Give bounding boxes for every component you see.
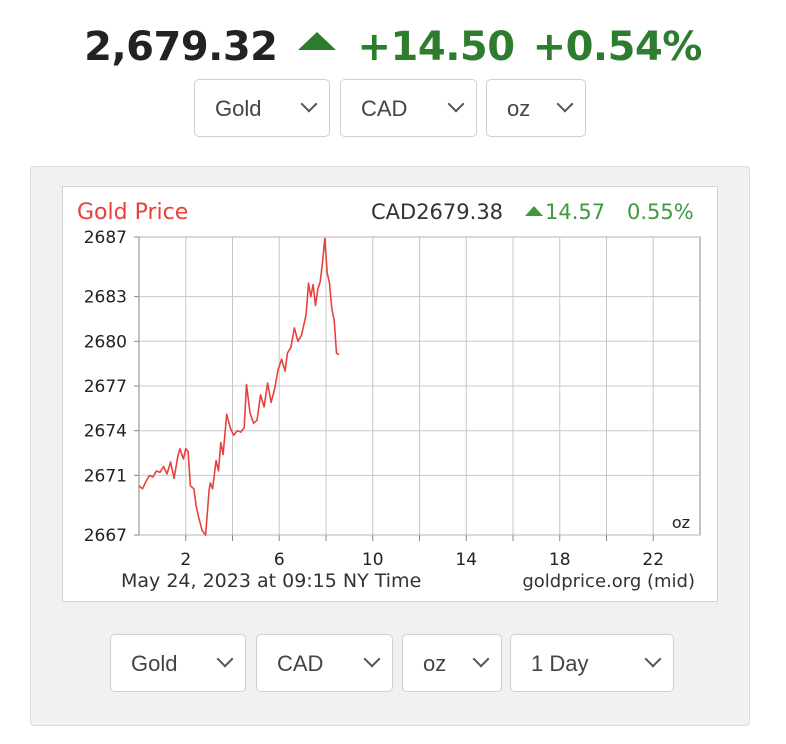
currency-select-bottom[interactable]: CAD [256, 634, 393, 692]
price-ticker: 2,679.32 +14.50 +0.54% [0, 22, 786, 72]
chart-source: goldprice.org (mid) [522, 571, 695, 592]
currency-select-value: CAD [361, 96, 408, 121]
unit-select-value: oz [423, 651, 447, 676]
x-tick-label: 14 [455, 550, 477, 570]
x-tick-label: 18 [549, 550, 571, 570]
y-tick-label: 2667 [84, 526, 127, 546]
y-tick-label: 2671 [84, 466, 127, 486]
chart-title: Gold Price [77, 200, 188, 225]
unit-select-value: oz [507, 96, 531, 121]
range-select-value: 1 Day [531, 651, 589, 676]
chevron-down-icon [447, 95, 465, 113]
chevron-down-icon [216, 650, 234, 668]
up-triangle-icon [525, 206, 543, 216]
chart-percent: 0.55% [627, 200, 694, 224]
currency-select-top[interactable]: CAD [340, 79, 477, 137]
x-axis-ticks: 2 6 10 14 18 22 [180, 535, 664, 570]
y-axis-ticks: 2667 2671 2674 2677 2680 2683 2687 [84, 228, 139, 546]
chevron-down-icon [644, 650, 662, 668]
chart-timestamp: May 24, 2023 at 09:15 NY Time [121, 570, 421, 592]
x-tick-label: 6 [274, 550, 285, 570]
up-triangle-icon [297, 32, 336, 50]
x-tick-label: 2 [180, 550, 191, 570]
chevron-down-icon [300, 95, 318, 113]
y-tick-label: 2677 [84, 377, 127, 397]
unit-select-top[interactable]: oz [486, 79, 586, 137]
current-price: 2,679.32 [84, 24, 278, 70]
chevron-down-icon [556, 95, 574, 113]
x-tick-label: 22 [642, 550, 664, 570]
y-tick-label: 2680 [84, 332, 127, 352]
metal-select-bottom[interactable]: Gold [110, 634, 246, 692]
range-select-bottom[interactable]: 1 Day [510, 634, 674, 692]
chevron-down-icon [472, 650, 490, 668]
price-change-percent: +0.54% [532, 24, 703, 70]
price-line [138, 237, 340, 536]
currency-select-value: CAD [277, 651, 324, 676]
price-change: +14.50 [357, 24, 516, 70]
metal-select-value: Gold [215, 96, 262, 121]
chart-container: Gold Price CAD2679.38 14.57 0.55% 2667 26… [62, 186, 718, 602]
x-tick-label: 10 [362, 550, 384, 570]
chart-quote: CAD2679.38 [371, 200, 503, 224]
chart-change: 14.57 [545, 200, 605, 224]
y-tick-label: 2683 [84, 288, 127, 308]
metal-select-value: Gold [131, 651, 178, 676]
chart-grid [138, 236, 701, 536]
chevron-down-icon [363, 650, 381, 668]
y-tick-label: 2674 [84, 422, 127, 442]
metal-select-top[interactable]: Gold [194, 79, 330, 137]
unit-select-bottom[interactable]: oz [402, 634, 502, 692]
unit-label: oz [672, 513, 690, 532]
y-tick-label: 2687 [84, 228, 127, 248]
gold-price-chart: Gold Price CAD2679.38 14.57 0.55% 266726… [77, 200, 701, 592]
